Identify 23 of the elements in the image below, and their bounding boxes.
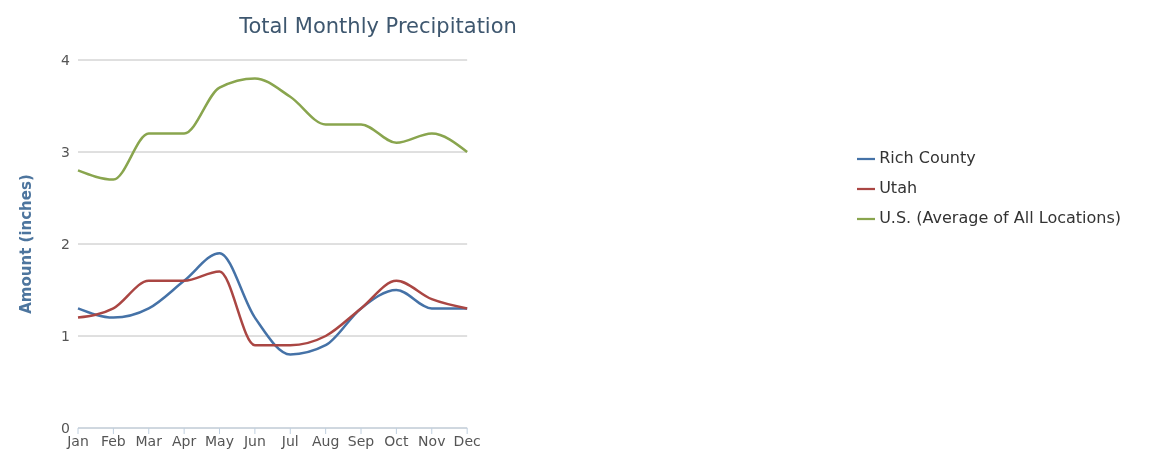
y-axis-title: Amount (inches) [17, 174, 36, 314]
x-tick-label: Jun [242, 432, 266, 449]
chart-title: Total Monthly Precipitation [238, 13, 518, 40]
legend-label: Rich County [879, 148, 976, 167]
x-tick-label: May [205, 432, 234, 449]
y-tick-label: 1 [61, 327, 70, 344]
legend-label: Utah [879, 178, 918, 197]
x-tick-label: Oct [384, 432, 410, 449]
x-tick-label: Sep [347, 432, 375, 449]
x-tick-label: Apr [172, 432, 197, 449]
x-tick-label: Jul [280, 432, 299, 449]
legend-label: U.S. (Average of All Locations) [879, 208, 1121, 227]
x-tick-label: Feb [100, 432, 126, 449]
line-series [76, 251, 469, 356]
y-tick-label: 4 [61, 51, 71, 68]
y-tick-label: 2 [61, 235, 70, 252]
x-tick-label: Nov [418, 432, 446, 449]
line-series [76, 270, 469, 347]
line-series [76, 77, 469, 181]
y-tick-label: 3 [61, 143, 70, 160]
x-tick-label: Mar [135, 432, 163, 449]
x-tick-label: Dec [453, 432, 481, 449]
x-tick-label: Aug [311, 432, 340, 449]
